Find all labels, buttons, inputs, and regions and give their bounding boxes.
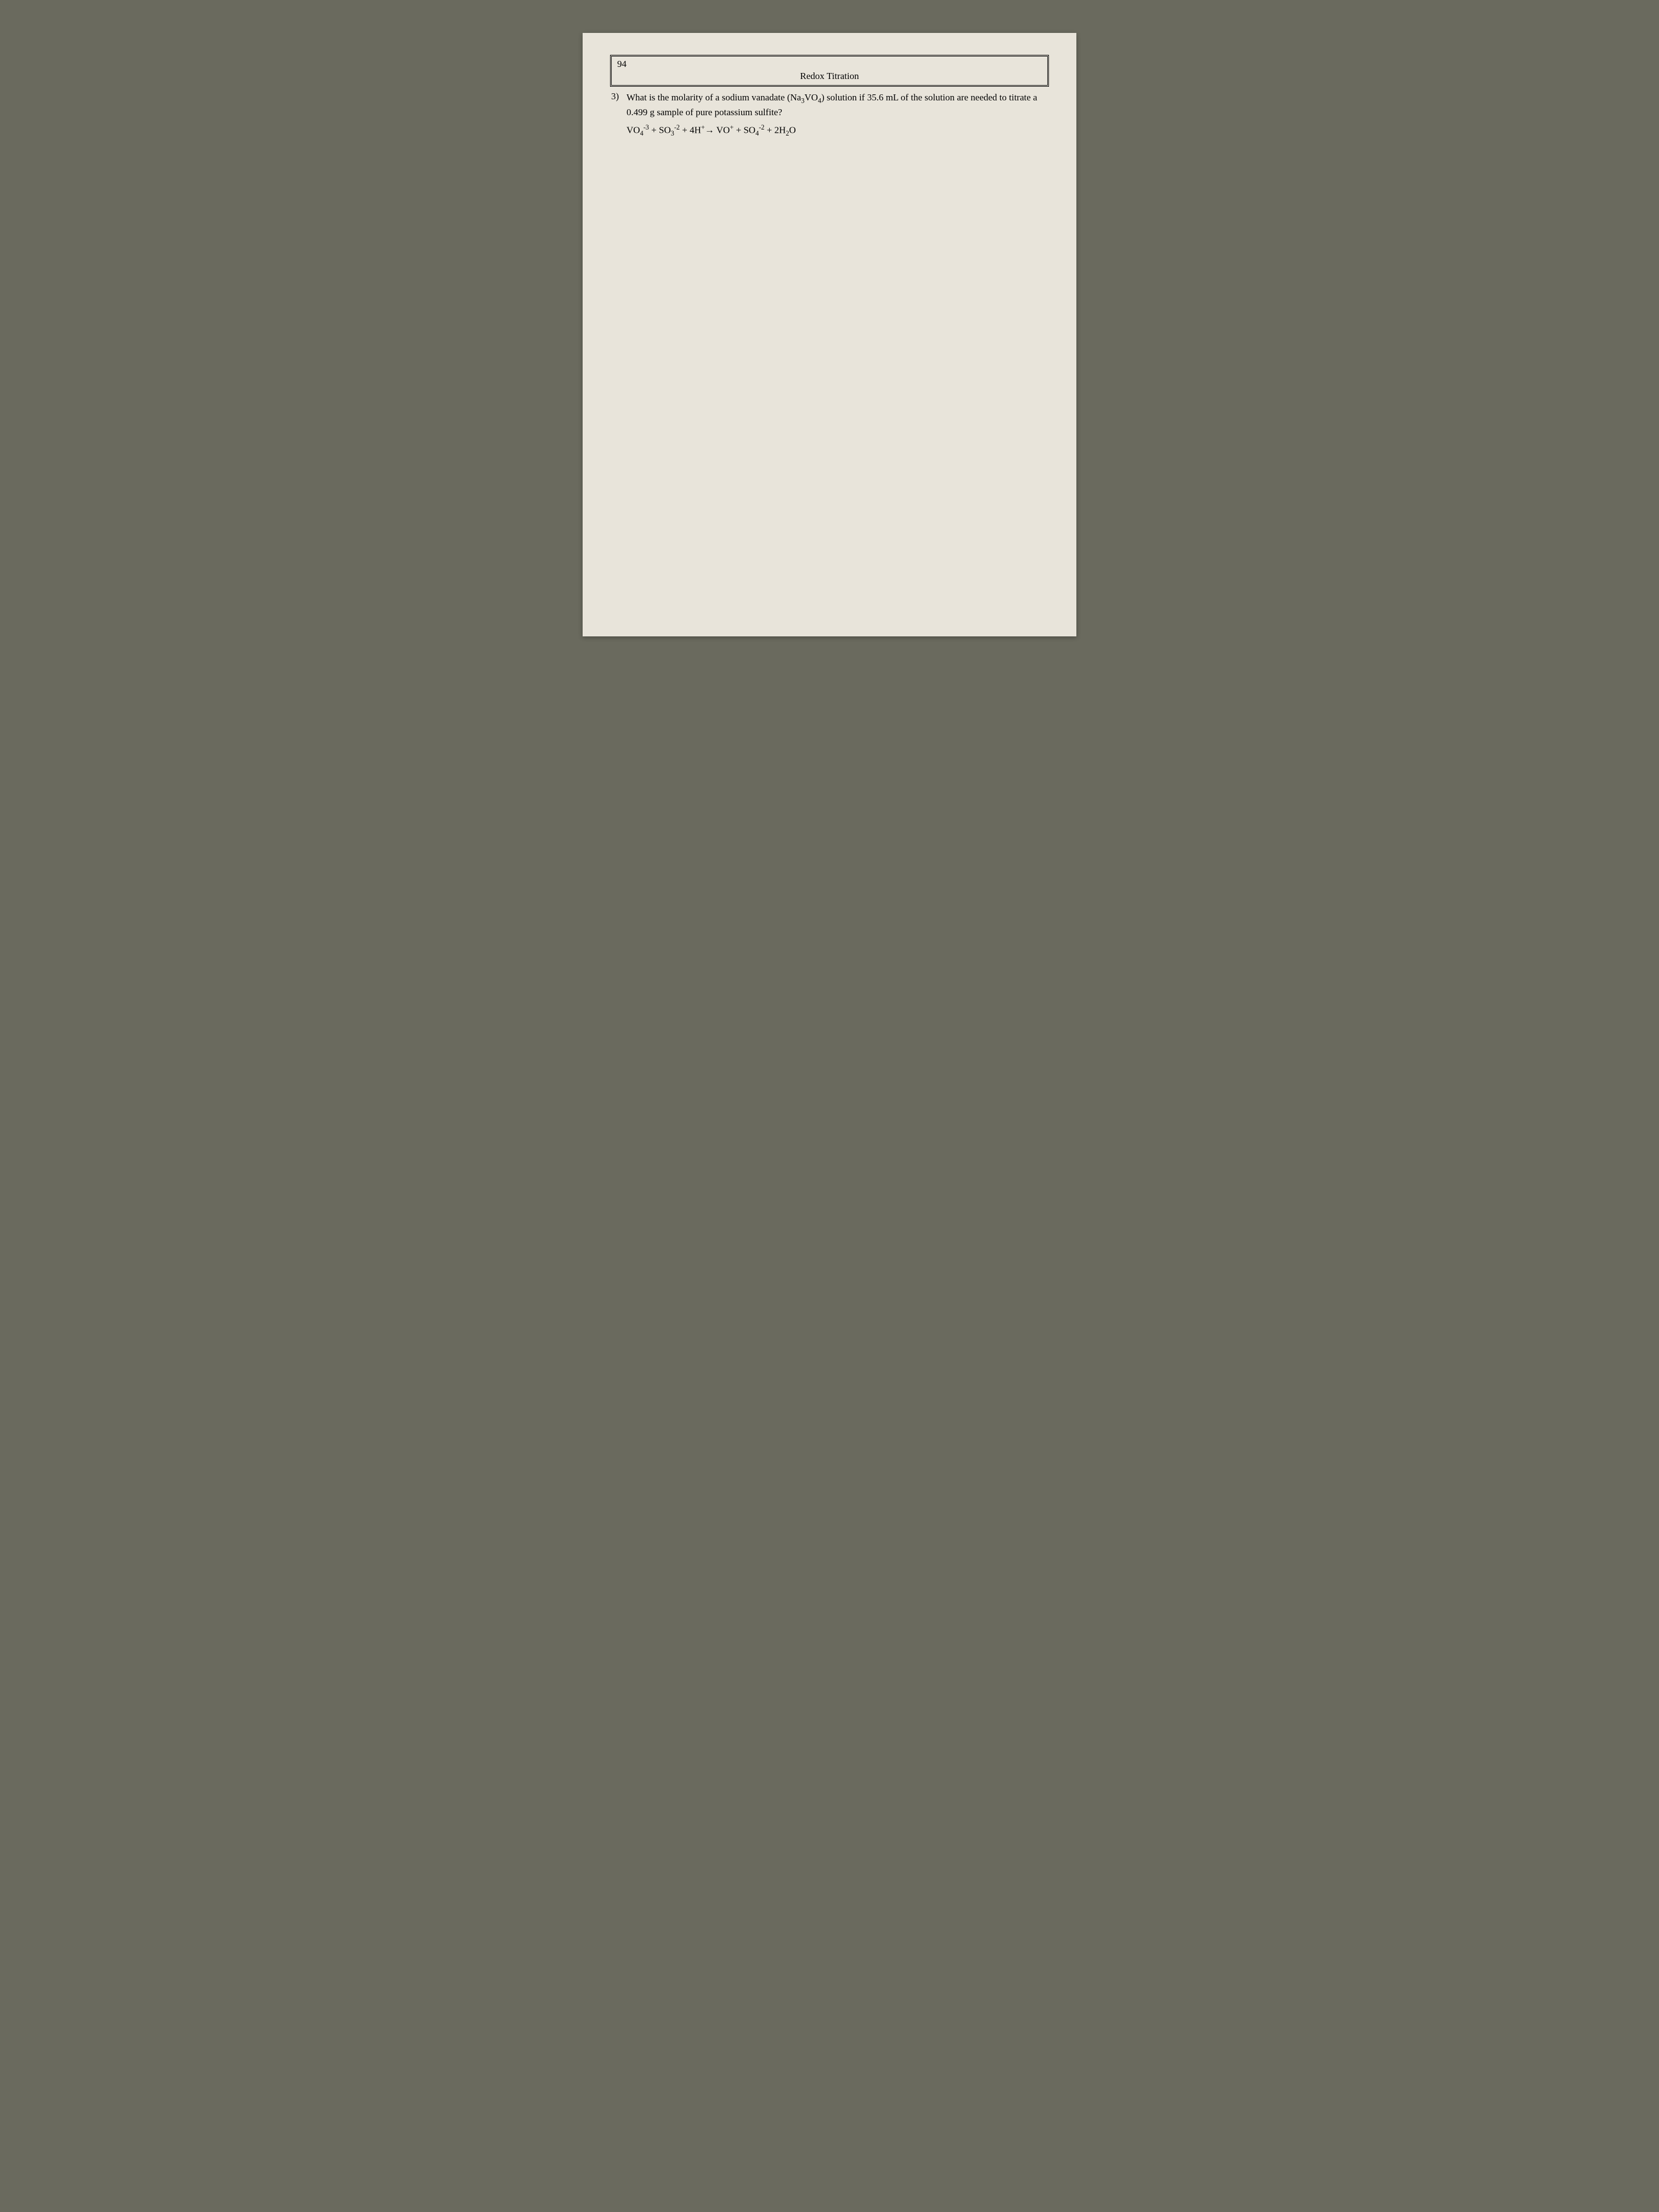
eq-plus: + (733, 125, 743, 135)
eq-species: SO (659, 125, 671, 135)
question-text-mid: VO (804, 92, 818, 103)
eq-species: SO (743, 125, 755, 135)
section-title: Redox Titration (617, 71, 1042, 82)
eq-plus: + 4H (680, 125, 701, 135)
eq-species: O (789, 125, 795, 135)
eq-sup: -2 (759, 123, 764, 131)
header-box: 94 Redox Titration (610, 55, 1049, 87)
eq-sup: -2 (674, 123, 680, 131)
question-number: 3) (611, 91, 627, 139)
eq-sup: -3 (644, 123, 649, 131)
page-number: 94 (617, 59, 1042, 70)
eq-species: VO (627, 125, 640, 135)
question-body: What is the molarity of a sodium vanadat… (627, 91, 1049, 139)
worksheet-page: 94 Redox Titration 3) What is the molari… (583, 33, 1076, 636)
question-3: 3) What is the molarity of a sodium vana… (610, 91, 1049, 139)
eq-arrow: → (705, 125, 716, 135)
reaction-equation: VO4-3 + SO3-2 + 4H+→ VO+ + SO4-2 + 2H2O (627, 123, 1049, 139)
question-text-prefix: What is the molarity of a sodium vanadat… (627, 92, 801, 103)
eq-sup: + (701, 123, 705, 131)
eq-plus: + (649, 125, 659, 135)
eq-species: VO (716, 125, 730, 135)
eq-plus: + 2H (764, 125, 786, 135)
question-text: What is the molarity of a sodium vanadat… (627, 91, 1049, 120)
